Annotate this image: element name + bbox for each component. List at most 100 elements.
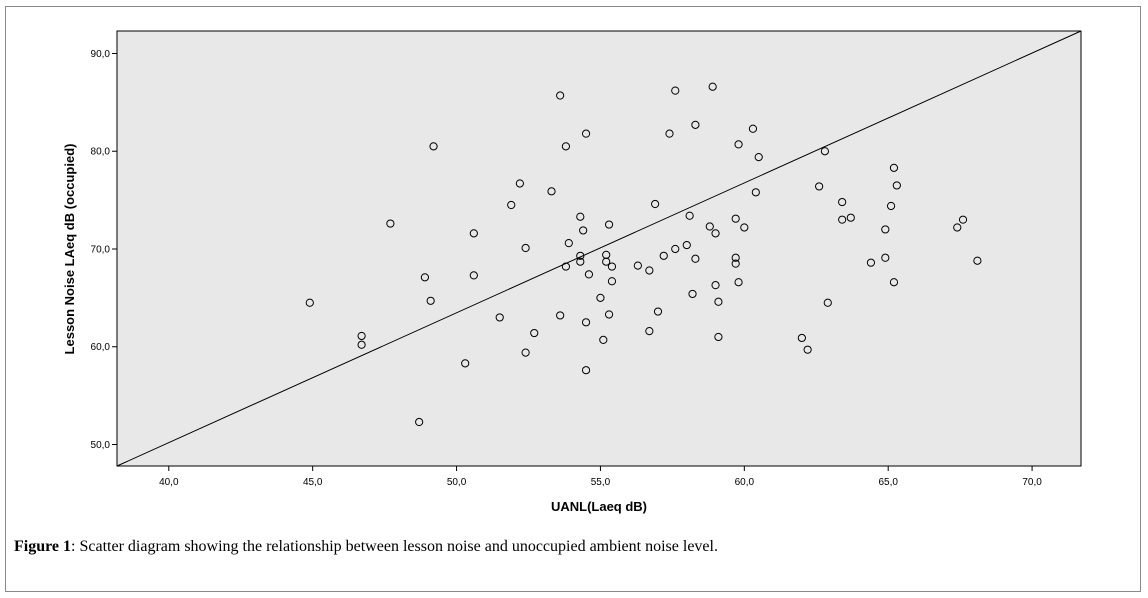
data-point <box>521 243 530 253</box>
axis-ticks <box>112 52 1033 471</box>
data-point <box>645 327 654 336</box>
data-point <box>469 271 478 280</box>
data-point <box>797 333 806 343</box>
data-point <box>469 229 478 238</box>
data-point <box>604 310 614 319</box>
data-point <box>889 163 899 172</box>
x-tick-labels: 40,0 45,0 50,0 55,0 60,0 65,0 70,0 <box>159 477 1042 488</box>
data-point <box>556 91 565 100</box>
data-point <box>751 188 760 197</box>
y-tick-label: 60,0 <box>91 342 111 353</box>
data-point <box>530 328 539 338</box>
data-point <box>691 254 700 263</box>
data-point <box>734 140 743 149</box>
y-tick-labels: 50,0 60,0 70,0 80,0 90,0 <box>91 49 111 451</box>
data-point <box>607 277 617 286</box>
x-tick-label: 70,0 <box>1022 477 1042 488</box>
data-point <box>973 256 982 265</box>
data-point <box>682 240 691 250</box>
data-point <box>602 257 611 266</box>
data-point <box>748 124 758 133</box>
data-point <box>495 313 504 322</box>
data-point <box>685 211 694 220</box>
data-point <box>815 182 824 191</box>
data-point <box>731 214 740 223</box>
y-tick-label: 80,0 <box>91 147 111 158</box>
x-tick-label: 40,0 <box>159 477 179 488</box>
data-points <box>305 82 982 427</box>
data-point <box>651 199 660 209</box>
data-point <box>691 120 700 129</box>
data-point <box>881 225 890 234</box>
data-point <box>881 253 890 262</box>
data-point <box>953 223 962 232</box>
data-point <box>889 278 899 287</box>
y-tick-label: 70,0 <box>91 244 111 255</box>
data-point <box>426 296 435 305</box>
data-point <box>754 153 763 162</box>
data-point <box>653 307 663 316</box>
data-point <box>581 129 591 138</box>
y-axis-title: Lesson Noise LAeq dB (occupied) <box>62 144 77 355</box>
data-point <box>599 335 608 344</box>
data-point <box>584 270 594 279</box>
data-point <box>561 262 571 271</box>
x-axis-title: UANL(Laeq dB) <box>551 499 647 514</box>
data-point <box>547 187 556 196</box>
caption-label: Figure 1 <box>14 538 72 555</box>
y-tick-label: 90,0 <box>91 49 111 60</box>
data-point <box>705 222 714 231</box>
figure-caption: Figure 1: Scatter diagram showing the re… <box>14 538 718 556</box>
data-point <box>564 239 573 248</box>
data-point <box>386 219 395 228</box>
data-point <box>838 215 847 224</box>
y-tick-label: 50,0 <box>91 440 111 451</box>
data-point <box>892 181 901 190</box>
data-point <box>357 340 366 349</box>
data-point <box>731 253 740 262</box>
data-point <box>958 215 968 224</box>
data-point <box>714 332 723 342</box>
data-point <box>461 359 470 368</box>
data-point <box>429 142 438 151</box>
data-point <box>671 244 680 254</box>
x-tick-label: 55,0 <box>591 477 611 488</box>
data-point <box>607 262 617 271</box>
data-point <box>357 331 366 341</box>
caption-text: : Scatter diagram showing the relationsh… <box>71 538 718 555</box>
data-point <box>659 251 668 260</box>
data-point <box>561 142 571 151</box>
data-point <box>420 273 430 282</box>
data-point <box>838 197 847 207</box>
data-point <box>886 201 896 211</box>
data-point <box>731 259 740 268</box>
data-point <box>820 147 829 156</box>
data-point <box>556 311 565 320</box>
data-point <box>581 366 591 375</box>
data-point <box>604 220 614 229</box>
data-point <box>665 129 674 138</box>
data-point <box>671 86 680 95</box>
data-point <box>866 258 876 267</box>
data-point <box>711 229 720 238</box>
data-point <box>708 82 717 91</box>
data-point <box>579 226 588 235</box>
data-point <box>415 417 424 427</box>
data-point <box>576 251 585 260</box>
data-point <box>846 213 855 222</box>
data-point <box>521 348 530 357</box>
data-point <box>740 223 749 232</box>
data-point <box>645 266 654 275</box>
x-tick-label: 65,0 <box>878 477 898 488</box>
data-point <box>507 200 516 210</box>
data-point <box>714 297 723 306</box>
data-point <box>633 261 642 270</box>
data-point <box>803 345 812 354</box>
data-point <box>576 212 585 221</box>
data-point <box>305 298 314 307</box>
data-point <box>515 179 524 188</box>
x-tick-label: 60,0 <box>735 477 755 488</box>
data-point <box>734 278 743 287</box>
data-point <box>596 293 605 302</box>
data-point <box>823 298 832 307</box>
